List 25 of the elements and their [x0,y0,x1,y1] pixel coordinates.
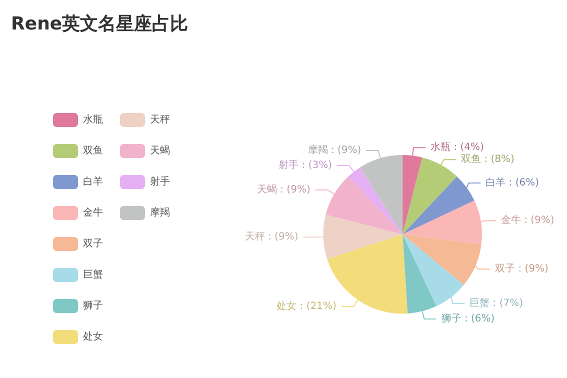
legend-label: 射手 [150,176,170,188]
legend-label: 双鱼 [83,144,103,156]
data-label: 处女 : (21%) [276,300,337,312]
legend-label: 金牛 [83,206,103,218]
data-label: 摩羯 : (9%) [308,144,362,156]
legend-label: 白羊 [83,176,103,188]
data-label: 射手 : (3%) [278,158,332,171]
data-label: 巨蟹 : (7%) [470,296,524,309]
data-label: 天蝎 : (9%) [256,183,310,196]
legend-label: 天蝎 [150,144,170,156]
legend-label: 摩羯 [150,206,170,218]
legend-label: 天秤 [150,114,170,126]
legend-label: 狮子 [83,300,103,312]
legend-label: 双子 [83,238,103,250]
data-label: 狮子 : (6%) [441,312,495,324]
legend-label: 处女 [83,330,103,342]
data-label: 白羊 : (6%) [486,176,540,188]
data-label: 水瓶 : (4%) [430,141,484,154]
data-label: 双子 : (9%) [495,264,549,275]
legend-label: 巨蟹 [83,268,103,280]
chart-title: Rene英文名星座占比 [11,14,188,34]
data-label: 金牛 : (9%) [500,214,554,226]
legend-label: 水瓶 [83,114,103,126]
data-label: 双鱼 : (8%) [461,153,514,166]
data-label: 天秤 : (9%) [244,232,298,243]
